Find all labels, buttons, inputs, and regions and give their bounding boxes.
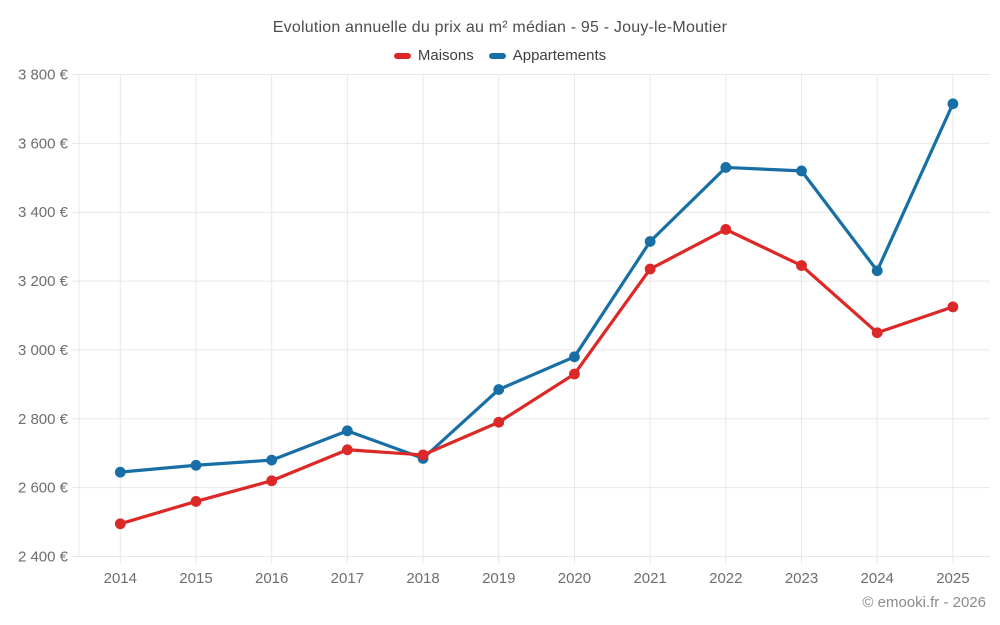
data-point-appartements-2021[interactable] <box>644 236 656 247</box>
y-axis-tick-label: 2 800 € <box>18 411 69 428</box>
data-point-appartements-2025[interactable] <box>947 98 959 110</box>
legend-swatch-appartements <box>488 52 506 59</box>
data-point-maisons-2025[interactable] <box>947 301 959 313</box>
y-axis-tick-label: 3 200 € <box>18 273 69 290</box>
data-point-appartements-2024[interactable] <box>871 265 883 277</box>
x-axis-tick-label: 2024 <box>861 570 894 587</box>
y-axis-tick-label: 2 400 € <box>18 549 69 566</box>
x-axis-tick-label: 2019 <box>482 570 515 587</box>
data-point-maisons-2017[interactable] <box>341 444 353 456</box>
chart-title: Evolution annuelle du prix au m² médian … <box>272 19 728 36</box>
data-point-appartements-2016[interactable] <box>266 454 278 466</box>
legend-item-appartements[interactable]: Appartements <box>488 47 607 64</box>
data-point-appartements-2022[interactable] <box>720 162 732 173</box>
data-point-maisons-2019[interactable] <box>493 416 505 428</box>
legend-swatch-maisons <box>393 52 411 59</box>
series-line-appartements[interactable] <box>118 102 955 474</box>
chart-legend: Maisons Appartements <box>0 47 1000 64</box>
legend-item-maisons[interactable]: Maisons <box>393 47 474 64</box>
x-axis-tick-label: 2017 <box>331 570 364 587</box>
data-point-appartements-2019[interactable] <box>493 384 505 395</box>
data-point-appartements-2014[interactable] <box>114 466 126 478</box>
series-line-maisons[interactable] <box>118 227 955 526</box>
data-point-maisons-2018[interactable] <box>417 449 429 461</box>
data-point-appartements-2017[interactable] <box>341 425 353 437</box>
y-axis-tick-label: 2 600 € <box>18 480 69 497</box>
x-axis-tick-label: 2023 <box>785 570 818 587</box>
data-point-maisons-2023[interactable] <box>796 260 807 271</box>
x-axis-tick-label: 2018 <box>406 570 439 587</box>
data-point-appartements-2023[interactable] <box>796 165 807 177</box>
x-axis-tick-label: 2015 <box>179 570 212 587</box>
x-axis-tick-label: 2021 <box>633 570 666 587</box>
footer-credit: © emooki.fr - 2026 <box>862 594 986 611</box>
legend-label: Maisons <box>417 47 474 64</box>
x-axis-tick-label: 2022 <box>709 570 742 587</box>
data-point-maisons-2021[interactable] <box>644 263 656 275</box>
y-axis-tick-label: 3 000 € <box>18 342 69 359</box>
y-axis-tick-label: 3 800 € <box>18 67 69 84</box>
x-axis-tick-label: 2020 <box>558 570 591 587</box>
x-axis-tick-label: 2016 <box>255 570 288 587</box>
x-axis-tick-label: 2025 <box>936 570 969 587</box>
data-point-maisons-2020[interactable] <box>569 368 580 380</box>
data-point-maisons-2015[interactable] <box>190 496 202 507</box>
y-axis-tick-label: 3 600 € <box>18 135 69 152</box>
data-point-maisons-2016[interactable] <box>266 475 278 487</box>
x-axis-tick-label: 2014 <box>104 570 137 587</box>
data-point-maisons-2022[interactable] <box>720 224 732 235</box>
y-axis-tick-label: 3 400 € <box>18 204 69 221</box>
legend-label: Appartements <box>512 47 607 64</box>
data-point-appartements-2020[interactable] <box>569 351 580 363</box>
data-point-maisons-2024[interactable] <box>871 327 883 339</box>
data-point-appartements-2015[interactable] <box>190 459 202 471</box>
data-point-maisons-2014[interactable] <box>114 518 126 530</box>
